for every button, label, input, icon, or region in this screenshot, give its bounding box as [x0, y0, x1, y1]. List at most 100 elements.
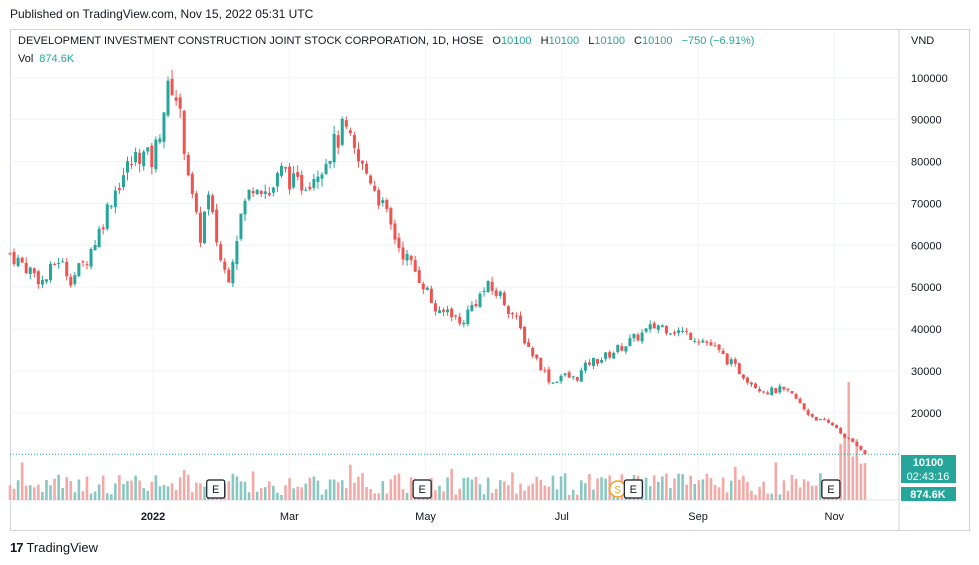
volume-bar [746, 481, 749, 500]
volume-bar [446, 477, 449, 500]
candle-body [470, 305, 474, 311]
candle-body [551, 382, 555, 384]
candle-body [109, 206, 113, 208]
candle-body [61, 261, 65, 263]
candle-body [361, 160, 365, 164]
y-tick-label: 80000 [911, 157, 942, 169]
volume-bar [555, 489, 559, 500]
candle-body [543, 370, 547, 372]
volume-bar [239, 481, 243, 500]
candle-body [802, 403, 806, 410]
volume-bar [519, 483, 522, 500]
volume-bar [85, 476, 89, 500]
volume-bar [345, 488, 348, 500]
volume-bar [377, 493, 381, 500]
volume-bar [531, 483, 534, 500]
candle-body [494, 290, 498, 296]
volume-bar [701, 479, 705, 500]
volume-bar [567, 494, 571, 500]
candle-body [790, 391, 794, 394]
candle-body [766, 392, 770, 395]
volume-bar [235, 476, 239, 500]
candle-body [506, 306, 510, 314]
candle-body [385, 199, 389, 210]
earnings-marker[interactable] [623, 479, 643, 499]
volume-bar [45, 480, 48, 500]
candle-body [446, 309, 450, 313]
volume-bar [665, 473, 668, 500]
volume-bar [717, 487, 721, 500]
currency-label: VND [911, 35, 935, 47]
y-tick-label: 40000 [911, 324, 942, 336]
candle-body [328, 161, 332, 164]
volume-bar [381, 481, 385, 500]
candle-body [369, 175, 373, 184]
chart-frame[interactable] [10, 29, 970, 531]
symbol-title[interactable]: DEVELOPMENT INVESTMENT CONSTRUCTION JOIN… [18, 35, 484, 47]
volume-bar [454, 494, 458, 500]
candle-body [608, 352, 612, 358]
candle-body [312, 179, 316, 188]
candle-body [693, 340, 697, 342]
volume-bar [126, 481, 129, 500]
candle-body [101, 227, 105, 230]
earnings-marker[interactable] [821, 479, 841, 499]
volume-bar [733, 466, 737, 500]
y-tick-label: 50000 [911, 282, 942, 294]
volume-bar [243, 481, 247, 500]
volume-bar [361, 473, 364, 500]
candle-body [555, 381, 559, 383]
earnings-marker[interactable] [206, 479, 226, 499]
volume-bar [713, 484, 717, 500]
volume-bar [203, 486, 206, 500]
change-value: −750 (−6.91%) [681, 35, 755, 47]
candle-body [579, 370, 583, 382]
last-price-tag [901, 455, 956, 469]
y-tick-label: 60000 [911, 240, 942, 252]
candle-body [53, 264, 57, 266]
candle-body [474, 303, 478, 307]
tradingview-brand[interactable]: 17 TradingView [10, 540, 98, 555]
volume-bar [523, 490, 526, 500]
candle-body [211, 195, 215, 213]
x-tick-label: Sep [688, 511, 708, 523]
candle-body [664, 325, 668, 334]
volume-bar [191, 492, 194, 500]
candle-body [170, 78, 174, 96]
countdown-tag [901, 469, 956, 483]
candle-body [859, 445, 863, 450]
volume-bar [648, 486, 652, 500]
candle-body [454, 315, 458, 317]
candle-body [239, 213, 243, 239]
candle-body [681, 330, 685, 332]
candle-body [843, 433, 847, 438]
volume-bar [340, 480, 344, 500]
candle-body [308, 186, 312, 190]
candle-body [490, 281, 494, 291]
earnings-marker[interactable] [412, 479, 432, 499]
earnings-marker-label: E [630, 484, 637, 496]
volume-label: Vol [18, 53, 34, 65]
candle-body [462, 322, 466, 325]
volume-bar [369, 488, 372, 500]
candle-body [863, 450, 867, 455]
candle-body [616, 344, 620, 353]
candle-body [57, 263, 61, 265]
volume-bar [255, 491, 259, 500]
volume-bar [195, 482, 198, 500]
candle-body [818, 419, 822, 421]
candle-body [227, 269, 231, 283]
candle-body [117, 188, 121, 191]
volume-bar [750, 490, 753, 500]
candle-body [247, 189, 251, 200]
volume-bar [199, 483, 202, 500]
x-tick-label: May [415, 511, 436, 523]
candle-body [219, 244, 223, 261]
volume-bar [296, 486, 299, 500]
chart-grid [10, 30, 900, 530]
candle-body [413, 259, 417, 272]
volume-bar [604, 478, 607, 500]
volume-bar [300, 487, 304, 500]
candle-body [142, 151, 146, 167]
